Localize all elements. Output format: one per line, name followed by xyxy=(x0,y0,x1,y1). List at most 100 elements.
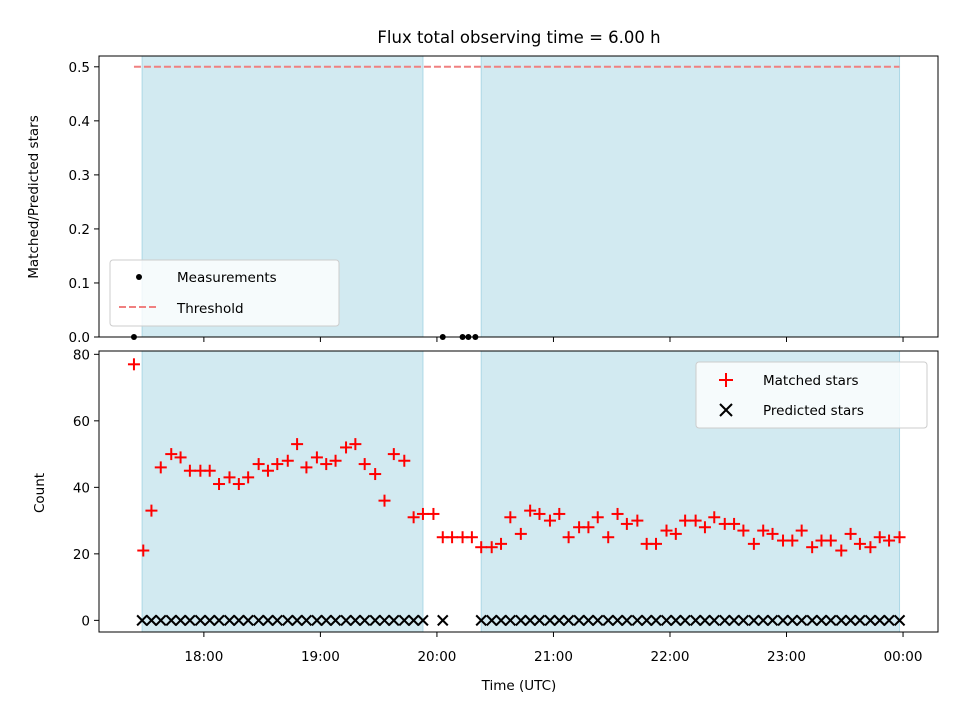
matched-star-point xyxy=(446,531,459,544)
matched-star-point xyxy=(485,541,498,554)
predicted-star-point xyxy=(136,614,148,627)
matched-star-point xyxy=(766,527,779,540)
y-tick-label: 60 xyxy=(73,414,90,430)
matched-star-point xyxy=(137,544,150,557)
matched-star-point xyxy=(582,521,595,534)
matched-star-point xyxy=(853,537,866,550)
matched-star-point xyxy=(708,511,721,524)
bottom-y-axis-label: Count xyxy=(32,473,48,513)
predicted-star-point xyxy=(874,614,886,627)
matched-star-point xyxy=(465,531,478,544)
matched-star-point xyxy=(252,458,265,471)
predicted-star-point xyxy=(883,614,895,627)
matched-star-point xyxy=(747,537,760,550)
predicted-star-point xyxy=(262,614,274,627)
matched-star-point xyxy=(232,478,245,491)
predicted-star-point xyxy=(524,614,536,627)
x-tick-label: 19:00 xyxy=(301,649,340,665)
matched-star-point xyxy=(602,531,615,544)
predicted-star-point xyxy=(437,614,449,627)
predicted-star-point xyxy=(573,614,585,627)
predicted-star-point xyxy=(475,614,487,627)
matched-star-point xyxy=(387,448,400,461)
x-tick-label: 21:00 xyxy=(534,649,573,665)
predicted-star-point xyxy=(737,614,750,627)
x-tick-label: 23:00 xyxy=(767,649,806,665)
predicted-star-point xyxy=(300,614,313,627)
legend-matched-marker xyxy=(719,373,733,387)
legend-measurements-label: Measurements xyxy=(177,270,277,286)
matched-star-point xyxy=(407,511,420,524)
matched-star-point xyxy=(329,454,342,467)
predicted-star-point xyxy=(592,614,604,627)
matched-star-point xyxy=(369,468,382,481)
predicted-star-point xyxy=(699,614,711,627)
y-tick-label: 0.3 xyxy=(69,168,90,184)
matched-star-point xyxy=(203,464,216,477)
y-tick-label: 20 xyxy=(73,547,90,563)
legend-predicted-label: Predicted stars xyxy=(763,403,864,419)
matched-star-point xyxy=(562,531,575,544)
predicted-star-point xyxy=(223,614,236,627)
matched-star-point xyxy=(883,534,896,547)
y-tick-label: 40 xyxy=(73,480,90,496)
predicted-star-point xyxy=(291,614,303,627)
matched-star-point xyxy=(786,534,799,547)
matched-star-point xyxy=(378,494,391,507)
matched-star-point xyxy=(320,458,333,471)
matched-star-point xyxy=(291,438,304,451)
matched-star-point xyxy=(864,541,877,554)
predicted-star-point xyxy=(369,614,381,627)
predicted-star-point xyxy=(378,614,391,627)
matched-star-point xyxy=(174,451,187,464)
predicted-star-point xyxy=(670,614,682,627)
matched-star-point xyxy=(679,514,692,527)
predicted-star-point xyxy=(358,614,371,627)
matched-star-point xyxy=(757,524,770,537)
bottom-legend: Matched stars Predicted stars xyxy=(695,361,928,429)
predicted-star-point xyxy=(728,614,740,627)
matched-star-point xyxy=(728,517,741,530)
predicted-star-point xyxy=(165,614,177,627)
predicted-star-point xyxy=(388,614,400,627)
predicted-star-point xyxy=(689,614,702,627)
x-axis-label: Time (UTC) xyxy=(481,678,557,694)
y-tick-label: 0.2 xyxy=(69,222,90,238)
predicted-star-point xyxy=(233,614,245,627)
top-panel: 0.0 0.1 0.2 0.3 0.4 0.5 Measurements Threshol… xyxy=(69,55,939,346)
matched-star-point xyxy=(631,514,644,527)
matched-star-point xyxy=(398,454,411,467)
predicted-star-point xyxy=(407,614,420,627)
matched-star-point xyxy=(795,524,808,537)
matched-star-point xyxy=(127,358,140,371)
matched-star-point xyxy=(698,521,711,534)
matched-star-point xyxy=(183,464,196,477)
matched-star-point xyxy=(300,461,313,474)
predicted-star-point xyxy=(679,614,691,627)
predicted-star-point xyxy=(320,614,332,627)
predicted-star-point xyxy=(631,614,644,627)
predicted-star-point xyxy=(786,614,799,627)
y-tick-label: 0.0 xyxy=(69,330,90,346)
predicted-star-point xyxy=(252,614,265,627)
predicted-star-point xyxy=(398,614,411,627)
predicted-star-point xyxy=(145,614,158,627)
matched-star-point xyxy=(689,514,702,527)
matched-star-point xyxy=(611,507,624,520)
predicted-star-point xyxy=(533,614,546,627)
predicted-star-point xyxy=(203,614,216,627)
y-tick-label: 0 xyxy=(81,613,90,629)
predicted-star-point xyxy=(515,614,527,627)
predicted-star-point xyxy=(893,614,906,627)
matched-star-point xyxy=(660,524,673,537)
y-tick-label: 0.4 xyxy=(69,114,90,130)
matched-star-point xyxy=(165,448,178,461)
predicted-star-point xyxy=(650,614,662,627)
x-tick-label: 20:00 xyxy=(417,649,456,665)
predicted-star-point xyxy=(708,614,720,627)
predicted-star-point xyxy=(271,614,283,627)
matched-star-point xyxy=(223,471,236,484)
predicted-star-point xyxy=(640,614,653,627)
matched-star-point xyxy=(524,504,537,517)
